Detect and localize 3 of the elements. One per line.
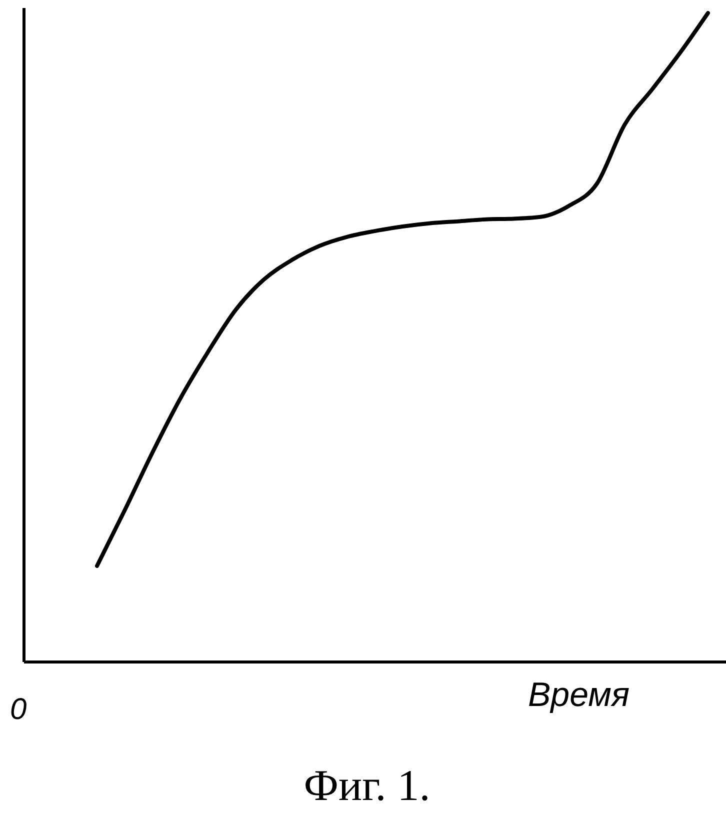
text: Фиг. 1. [302, 760, 432, 811]
text: 0 [10, 693, 27, 727]
x-axis-title: Время [528, 676, 630, 715]
